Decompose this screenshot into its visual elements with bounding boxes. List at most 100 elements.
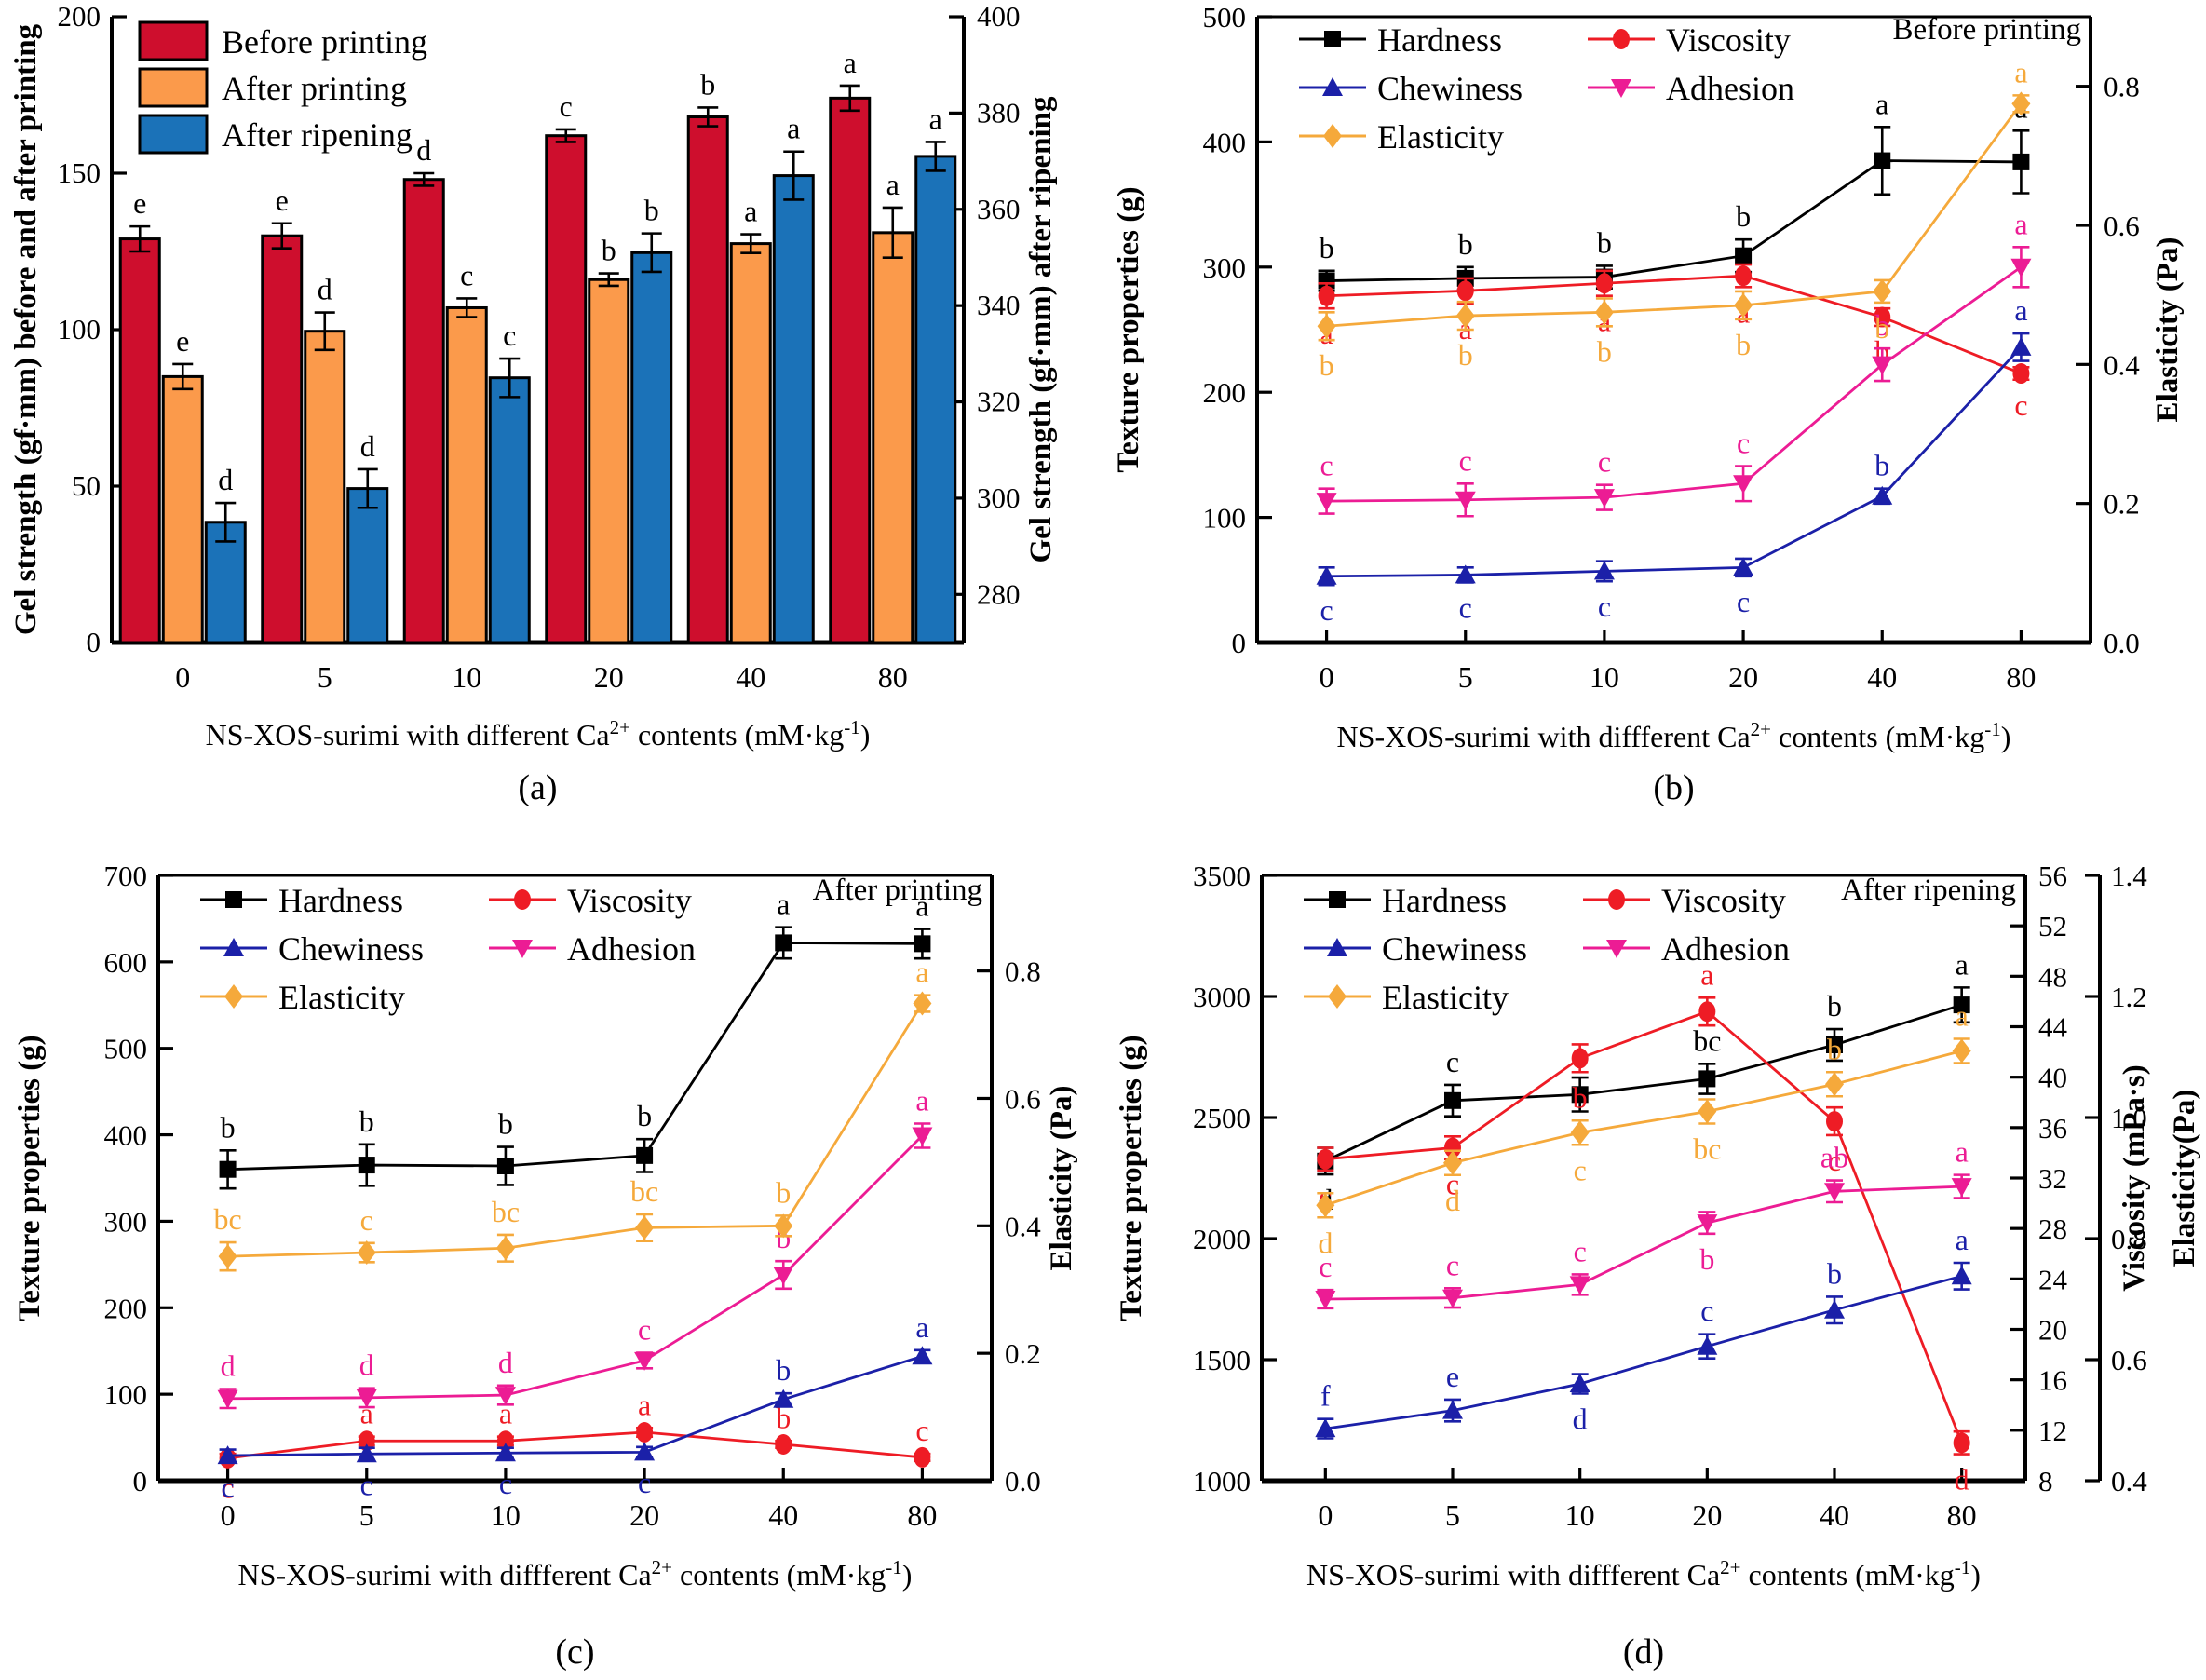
significance-label: f bbox=[1320, 1379, 1331, 1413]
legend-marker-viscosity bbox=[514, 889, 531, 910]
svg-text:NS-XOS-surimi with diffferent: NS-XOS-surimi with diffferent Ca2+ conte… bbox=[1306, 1556, 1981, 1592]
marker-chewiness bbox=[356, 1443, 377, 1463]
marker-hardness bbox=[914, 935, 931, 953]
marker-viscosity bbox=[1874, 306, 1891, 328]
series-line bbox=[1325, 1009, 1963, 1443]
error-bar bbox=[413, 171, 435, 187]
x-tick-label: 5 bbox=[1445, 1498, 1460, 1532]
y2-tick-label: 0.4 bbox=[1005, 1210, 1041, 1242]
significance-label: c bbox=[1319, 1250, 1332, 1283]
error-bar bbox=[271, 222, 292, 250]
marker-elasticity bbox=[774, 1213, 793, 1239]
marker-chewiness bbox=[1824, 1299, 1845, 1319]
significance-label: d bbox=[218, 463, 233, 496]
legend-swatch bbox=[138, 20, 209, 61]
significance-label: c bbox=[499, 1467, 512, 1500]
significance-label: a bbox=[844, 46, 857, 79]
marker-elasticity bbox=[1698, 1099, 1717, 1124]
significance-label: c bbox=[1737, 426, 1750, 459]
bar bbox=[829, 96, 872, 644]
y2-tick-label: 0.8 bbox=[1005, 955, 1041, 988]
legend-marker-adhesion bbox=[1606, 940, 1627, 958]
significance-label: c bbox=[1459, 590, 1472, 624]
error-bar bbox=[314, 311, 335, 352]
significance-label: c bbox=[1459, 443, 1472, 477]
marker-elasticity bbox=[1316, 1193, 1335, 1218]
x-tick-label: 5 bbox=[318, 660, 332, 694]
marker-chewiness bbox=[1872, 485, 1893, 505]
legend-marker-hardness bbox=[225, 891, 242, 908]
legend-label: Chewiness bbox=[1377, 70, 1523, 107]
marker-elasticity bbox=[1873, 278, 1892, 304]
bar bbox=[402, 178, 445, 644]
significance-label: b bbox=[1597, 334, 1612, 368]
legend-marker-hardness bbox=[1324, 31, 1341, 47]
y-tick-label: 700 bbox=[104, 860, 148, 892]
legend-label: Viscosity bbox=[567, 882, 692, 919]
y2-tick-label: 28 bbox=[2038, 1213, 2067, 1245]
x-tick-label: 20 bbox=[1728, 660, 1758, 694]
marker-adhesion bbox=[1455, 491, 1476, 510]
marker-chewiness bbox=[1455, 564, 1476, 584]
y2-tick-label: 380 bbox=[977, 96, 1021, 129]
marker-chewiness bbox=[494, 1443, 516, 1462]
series-line bbox=[1326, 265, 2023, 503]
significance-label: b bbox=[776, 1353, 791, 1387]
significance-label: a bbox=[787, 112, 800, 145]
legend-label: Chewiness bbox=[1382, 930, 1527, 968]
svg-text:NS-XOS-surimi with diffferent: NS-XOS-surimi with diffferent Ca2+ conte… bbox=[238, 1556, 913, 1592]
marker-adhesion bbox=[773, 1267, 794, 1285]
bar bbox=[304, 330, 346, 644]
significance-label: a bbox=[1700, 957, 1713, 991]
y2-tick-label: 52 bbox=[2038, 910, 2067, 942]
marker-viscosity bbox=[1953, 1432, 1970, 1454]
significance-label: c bbox=[1320, 593, 1333, 627]
y-axis-title-left: Texture properties (g) bbox=[1112, 186, 1145, 472]
series-line bbox=[227, 1134, 924, 1401]
marker-viscosity bbox=[1456, 280, 1474, 302]
marker-adhesion bbox=[1569, 1276, 1590, 1295]
significance-label: c bbox=[360, 1469, 373, 1502]
bar bbox=[686, 115, 729, 644]
significance-label: c bbox=[503, 318, 516, 352]
panel-d-svg: 1000 1500 2000 2500 3000 3500 8 12 16 20 24 28 32 36 4… bbox=[1115, 860, 2201, 1672]
legend-marker-hardness bbox=[1329, 891, 1346, 908]
significance-label: c bbox=[1574, 1153, 1587, 1186]
y2-tick-label: 280 bbox=[977, 577, 1021, 610]
series-line bbox=[227, 942, 923, 1172]
significance-label: d bbox=[359, 1348, 374, 1382]
panel-caption: (a) bbox=[518, 768, 557, 807]
y2-tick-label: 20 bbox=[2038, 1314, 2067, 1347]
y-tick-label: 0 bbox=[1232, 627, 1247, 659]
y3-tick-label: 0.8 bbox=[2111, 1223, 2147, 1255]
legend-marker-elasticity bbox=[1328, 984, 1347, 1009]
legend-label: Adhesion bbox=[567, 930, 696, 968]
error-bar bbox=[456, 297, 478, 318]
bar bbox=[445, 305, 488, 644]
significance-label: b bbox=[1458, 227, 1473, 261]
marker-elasticity bbox=[1825, 1072, 1844, 1097]
significance-label: d bbox=[498, 1346, 513, 1379]
marker-viscosity bbox=[1595, 273, 1613, 294]
legend-marker-elasticity bbox=[224, 984, 243, 1009]
legend-label: Elasticity bbox=[1377, 118, 1504, 156]
marker-hardness bbox=[1571, 1086, 1589, 1104]
y2-tick-label: 40 bbox=[2038, 1062, 2067, 1094]
significance-label: c bbox=[1598, 445, 1611, 479]
significance-label: b bbox=[1874, 308, 1889, 342]
y2-tick-label: 0.8 bbox=[2104, 71, 2140, 103]
y2-tick-label: 0.0 bbox=[1005, 1465, 1041, 1497]
significance-label: b bbox=[1736, 199, 1751, 233]
x-tick-label: 80 bbox=[1947, 1498, 1977, 1532]
bar bbox=[872, 231, 914, 644]
marker-viscosity bbox=[2012, 363, 2030, 385]
y2-tick-label: 16 bbox=[2038, 1364, 2067, 1397]
marker-elasticity bbox=[1317, 314, 1336, 339]
significance-label: d bbox=[318, 273, 332, 306]
y-tick-label: 300 bbox=[1203, 251, 1247, 284]
marker-chewiness bbox=[1951, 1266, 1972, 1285]
legend-marker-adhesion bbox=[1611, 79, 1631, 98]
legend-label: Viscosity bbox=[1661, 882, 1786, 919]
